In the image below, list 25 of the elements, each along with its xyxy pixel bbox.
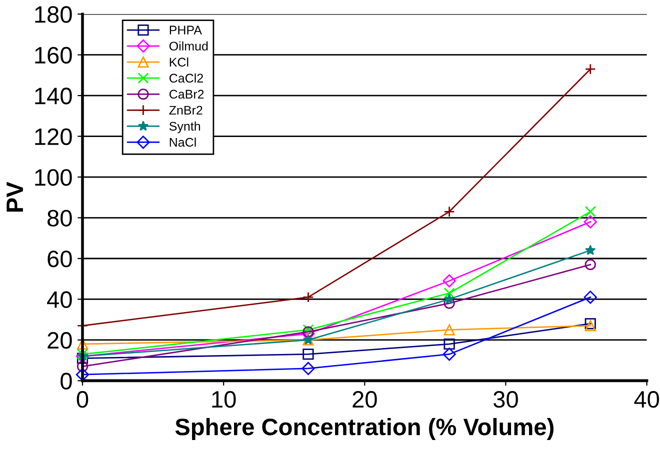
legend-label: NaCl — [170, 138, 196, 147]
legend-label: Synth — [169, 122, 200, 134]
legend-label: PHPA — [170, 26, 202, 34]
y-tick-label: 160 — [35, 46, 72, 64]
y-tick-label: 100 — [35, 169, 72, 186]
legend-label: ZnBr2 — [169, 106, 202, 115]
y-tick-label: 0 — [60, 372, 72, 390]
legend-label: KCl — [170, 57, 188, 67]
x-axis-title: Sphere Concentration (% Volume) — [175, 418, 554, 440]
x-tick-label: 40 — [634, 391, 660, 408]
x-tick-label: 30 — [493, 391, 518, 408]
y-tick-label: 60 — [48, 250, 72, 268]
legend-label: Oilmud — [169, 41, 208, 51]
legend-label: CaBr2 — [169, 90, 204, 99]
y-tick-label: 180 — [35, 6, 72, 23]
legend-label: CaCl2 — [169, 73, 203, 83]
y-tick-label: 80 — [48, 210, 72, 227]
y-tick-label: 120 — [35, 128, 72, 146]
y-axis-title: PV — [6, 182, 23, 212]
x-tick-label: 20 — [352, 391, 377, 408]
y-tick-label: 140 — [35, 88, 72, 104]
y-tick-label: 20 — [48, 332, 72, 349]
x-tick-label: 10 — [212, 391, 236, 408]
x-tick-label: 0 — [76, 391, 88, 408]
y-tick-label: 40 — [47, 291, 72, 308]
